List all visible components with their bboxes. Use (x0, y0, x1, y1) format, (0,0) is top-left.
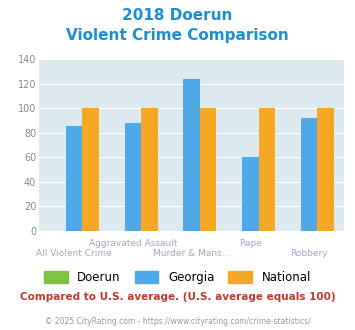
Legend: Doerun, Georgia, National: Doerun, Georgia, National (38, 265, 317, 290)
Text: Rape: Rape (239, 239, 262, 248)
Text: Robbery: Robbery (290, 249, 328, 258)
Bar (66, 126, 82, 231)
Text: All Violent Crime: All Violent Crime (37, 249, 112, 258)
Bar (82, 109, 99, 231)
Bar (259, 109, 275, 231)
Text: 2018 Doerun: 2018 Doerun (122, 8, 233, 23)
Text: Murder & Mans...: Murder & Mans... (153, 249, 230, 258)
Text: Aggravated Assault: Aggravated Assault (89, 239, 177, 248)
Bar (184, 79, 200, 231)
Bar (200, 109, 216, 231)
Bar (125, 123, 141, 231)
Bar (141, 109, 158, 231)
Bar (317, 109, 334, 231)
Text: © 2025 CityRating.com - https://www.cityrating.com/crime-statistics/: © 2025 CityRating.com - https://www.city… (45, 317, 310, 326)
Bar (242, 157, 259, 231)
Text: Compared to U.S. average. (U.S. average equals 100): Compared to U.S. average. (U.S. average … (20, 292, 335, 302)
Text: Violent Crime Comparison: Violent Crime Comparison (66, 28, 289, 43)
Bar (301, 118, 317, 231)
